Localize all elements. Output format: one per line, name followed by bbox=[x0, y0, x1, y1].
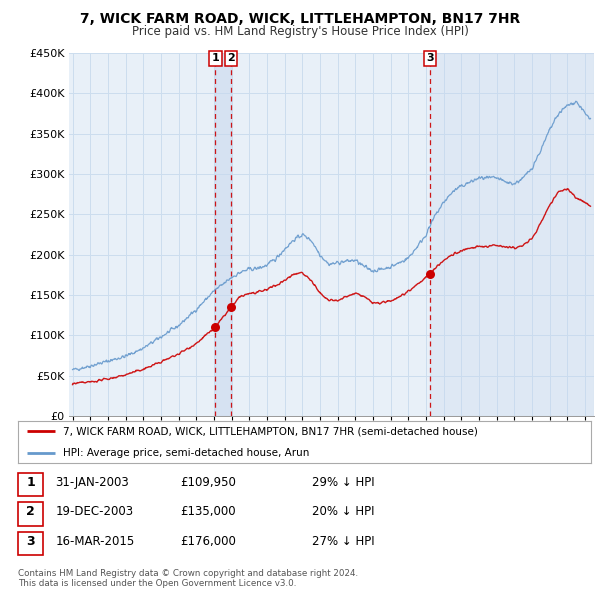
Text: 1: 1 bbox=[212, 53, 219, 63]
Text: 16-MAR-2015: 16-MAR-2015 bbox=[55, 535, 134, 548]
Text: 29% ↓ HPI: 29% ↓ HPI bbox=[312, 476, 374, 489]
Text: 2: 2 bbox=[227, 53, 235, 63]
Text: Contains HM Land Registry data © Crown copyright and database right 2024.: Contains HM Land Registry data © Crown c… bbox=[18, 569, 358, 578]
Text: £109,950: £109,950 bbox=[180, 476, 236, 489]
Text: 3: 3 bbox=[426, 53, 434, 63]
Text: 31-JAN-2003: 31-JAN-2003 bbox=[55, 476, 129, 489]
Text: 19-DEC-2003: 19-DEC-2003 bbox=[55, 505, 133, 518]
Text: This data is licensed under the Open Government Licence v3.0.: This data is licensed under the Open Gov… bbox=[18, 579, 296, 588]
Text: 7, WICK FARM ROAD, WICK, LITTLEHAMPTON, BN17 7HR: 7, WICK FARM ROAD, WICK, LITTLEHAMPTON, … bbox=[80, 12, 520, 26]
Text: £176,000: £176,000 bbox=[180, 535, 236, 548]
Text: 27% ↓ HPI: 27% ↓ HPI bbox=[312, 535, 374, 548]
Text: Price paid vs. HM Land Registry's House Price Index (HPI): Price paid vs. HM Land Registry's House … bbox=[131, 25, 469, 38]
Text: 2: 2 bbox=[26, 505, 35, 518]
Bar bbox=[215, 53, 231, 416]
Text: £135,000: £135,000 bbox=[180, 505, 236, 518]
Bar bbox=[430, 53, 594, 416]
Text: 3: 3 bbox=[26, 535, 35, 548]
Text: 1: 1 bbox=[26, 476, 35, 489]
Text: HPI: Average price, semi-detached house, Arun: HPI: Average price, semi-detached house,… bbox=[62, 448, 309, 457]
Text: 20% ↓ HPI: 20% ↓ HPI bbox=[312, 505, 374, 518]
Text: 7, WICK FARM ROAD, WICK, LITTLEHAMPTON, BN17 7HR (semi-detached house): 7, WICK FARM ROAD, WICK, LITTLEHAMPTON, … bbox=[62, 427, 478, 436]
